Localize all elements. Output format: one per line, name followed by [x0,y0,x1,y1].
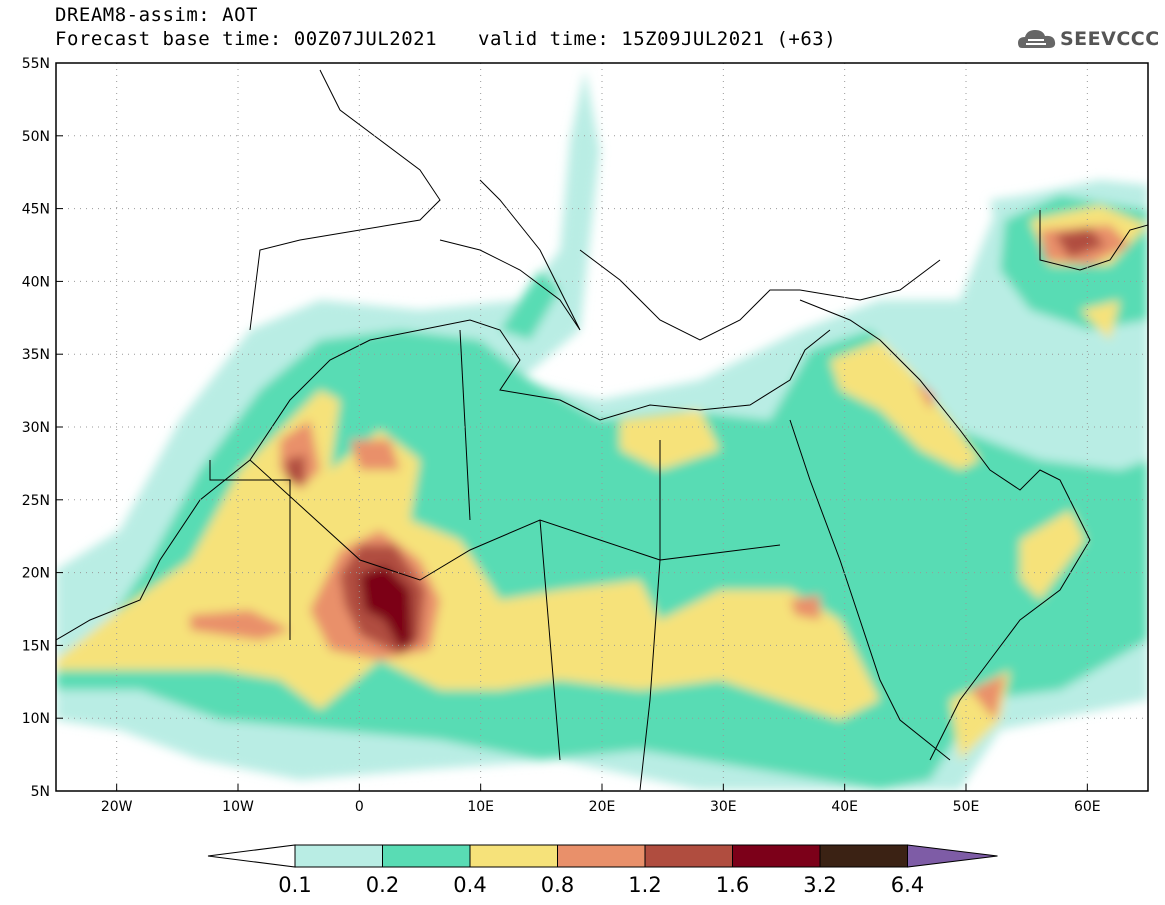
colorbar-box [469,844,558,868]
colorbar-level-label: 0.2 [366,873,399,897]
lon-tick-label: 20W [101,799,133,815]
aot-band-0-8 [915,380,935,410]
aot-band-1-6 [360,565,412,648]
logo-text: SEEVCCC [1060,28,1160,50]
lon-tick-label: 10E [467,799,494,815]
lat-tick-label: 5N [31,784,50,800]
colorbar-level-label: 0.4 [453,873,486,897]
colorbar-level-label: 1.2 [628,873,661,897]
lat-tick-label: 25N [22,493,50,509]
aot-band-0-4 [620,410,720,470]
lat-tick-label: 15N [22,638,50,654]
colorbar-box [732,844,821,868]
seevccc-logo: SEEVCCC [1016,22,1159,58]
colorbar-level-label: 3.2 [803,873,836,897]
forecast-base-time: Forecast base time: 00Z07JUL2021 [55,28,438,50]
colorbar-level-label: 1.6 [716,873,749,897]
lon-tick-label: 50E [953,799,980,815]
aot-band-1-2 [285,455,305,485]
colorbar-level-label: 0.8 [541,873,574,897]
aot-band-0-4 [830,340,980,470]
valid-time: valid time: 15Z09JUL2021 (+63) [478,28,837,50]
aot-band-0-8 [970,675,1005,720]
lat-tick-label: 55N [22,56,50,72]
colorbar-box [644,844,733,868]
colorbar-box [294,844,383,868]
aot-band-0-8 [790,595,820,620]
colorbar-level-label: 0.1 [278,873,311,897]
lat-tick-label: 30N [22,420,50,436]
lat-tick-label: 45N [22,202,50,218]
lon-tick-label: 20E [589,799,616,815]
colorbar: 0.1 0.2 0.4 0.8 1.2 1.6 3.2 6.4 [207,844,998,897]
lat-tick-label: 40N [22,274,50,290]
colorbar-level-label: 6.4 [891,873,924,897]
colorbar-box [382,844,471,868]
aot-band-0-4 [1020,510,1085,600]
lat-tick-label: 50N [22,129,50,145]
axis-ticks: 55N 50N 45N 40N 35N 30N 25N 20N 15N 10N 5N 20W 10W 0 1… [22,56,1101,815]
lat-tick-label: 20N [22,566,50,582]
cloud-icon [1018,30,1056,48]
lon-tick-label: 0 [355,799,364,815]
colorbar-box [819,844,908,868]
lat-tick-label: 35N [22,347,50,363]
lon-tick-label: 40E [831,799,858,815]
lon-tick-label: 30E [710,799,737,815]
graticule [56,63,1148,791]
coastlines [56,69,1148,791]
colorbar-under-arrow [207,844,296,868]
product-title: DREAM8-assim: AOT [55,4,258,26]
aot-band-0-8 [350,440,400,470]
aot-band-0-8 [190,610,290,640]
aot-band-1-2 [1055,228,1105,258]
lon-tick-label: 60E [1074,799,1101,815]
lon-tick-label: 10W [222,799,254,815]
aot-band-0-2 [500,270,560,340]
colorbar-over-arrow [907,844,998,868]
lat-tick-label: 10N [22,711,50,727]
colorbar-box [557,844,646,868]
aot-band-0-4 [1080,300,1120,340]
